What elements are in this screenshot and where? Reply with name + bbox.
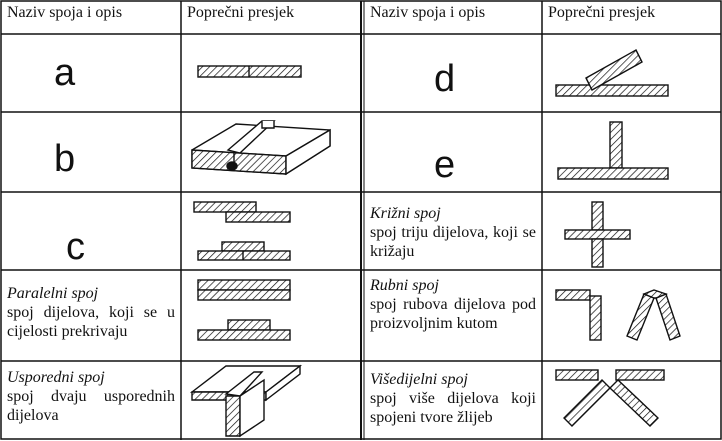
desc-rubni: Rubni spoj spoj rubova dijelova pod proi… bbox=[364, 272, 542, 361]
header-section-left: Poprečni presjek bbox=[187, 4, 295, 21]
title-paralelni: Paralelni spoj bbox=[7, 285, 99, 302]
text-visedijelni: spoj više dijelova koji spojeni tvore žl… bbox=[370, 390, 536, 426]
desc-usporedni: Usporedni spoj spoj dvaju usporednih dij… bbox=[1, 364, 181, 440]
section-a-butt-joint bbox=[197, 65, 302, 78]
title-rubni: Rubni spoj bbox=[370, 277, 439, 294]
section-d-angled-joint bbox=[555, 49, 669, 97]
letter-e: e bbox=[434, 144, 456, 186]
text-krizni: spoj triju dijelova, koji se križaju bbox=[370, 224, 536, 260]
section-b-plate-joint bbox=[191, 120, 331, 176]
section-c-lap-joint bbox=[193, 201, 291, 261]
title-usporedni: Usporedni spoj bbox=[7, 369, 105, 386]
text-paralelni: spoj dijelova, koji se u cijelosti prekr… bbox=[7, 304, 175, 340]
section-rubni bbox=[555, 289, 681, 341]
header-name-left: Naziv spoja i opis bbox=[7, 4, 123, 21]
desc-paralelni: Paralelni spoj spoj dijelova, koji se u … bbox=[1, 280, 181, 361]
header-name-right: Naziv spoja i opis bbox=[370, 4, 486, 21]
text-rubni: spoj rubova dijelova pod proizvoljnim ku… bbox=[370, 296, 536, 332]
section-paralelni bbox=[197, 279, 291, 341]
section-e-t-joint bbox=[557, 121, 669, 180]
letter-b: b bbox=[54, 138, 76, 180]
text-usporedni: spoj dvaju usporednih dijelova bbox=[7, 388, 175, 424]
title-visedijelni: Višedijelni spoj bbox=[370, 371, 468, 388]
section-visedijelni bbox=[555, 369, 665, 427]
letter-d: d bbox=[434, 58, 456, 100]
section-krizni bbox=[564, 201, 631, 268]
title-krizni: Križni spoj bbox=[370, 205, 441, 222]
desc-krizni: Križni spoj spoj triju dijelova, koji se… bbox=[364, 200, 542, 270]
letter-c: c bbox=[66, 226, 85, 268]
desc-visedijelni: Višedijelni spoj spoj više dijelova koji… bbox=[364, 366, 542, 440]
section-usporedni bbox=[189, 364, 303, 438]
header-section-right: Poprečni presjek bbox=[548, 4, 656, 21]
letter-a: a bbox=[54, 52, 76, 94]
